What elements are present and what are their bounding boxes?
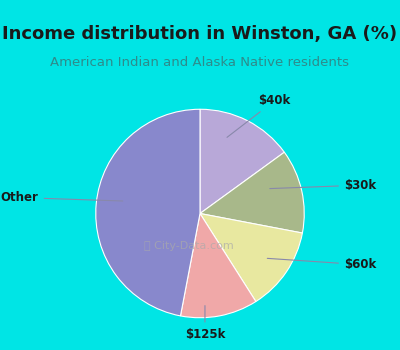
Wedge shape (200, 214, 302, 301)
Text: Other: Other (1, 191, 123, 204)
Wedge shape (200, 152, 304, 233)
Text: $60k: $60k (267, 258, 376, 271)
Text: $40k: $40k (227, 94, 290, 137)
Wedge shape (96, 109, 200, 316)
Wedge shape (200, 109, 284, 214)
Text: ⓘ City-Data.com: ⓘ City-Data.com (144, 241, 234, 251)
Wedge shape (180, 214, 256, 318)
Text: $125k: $125k (185, 306, 225, 341)
Text: $30k: $30k (270, 179, 376, 192)
Text: Income distribution in Winston, GA (%): Income distribution in Winston, GA (%) (2, 25, 398, 42)
Text: American Indian and Alaska Native residents: American Indian and Alaska Native reside… (50, 56, 350, 69)
